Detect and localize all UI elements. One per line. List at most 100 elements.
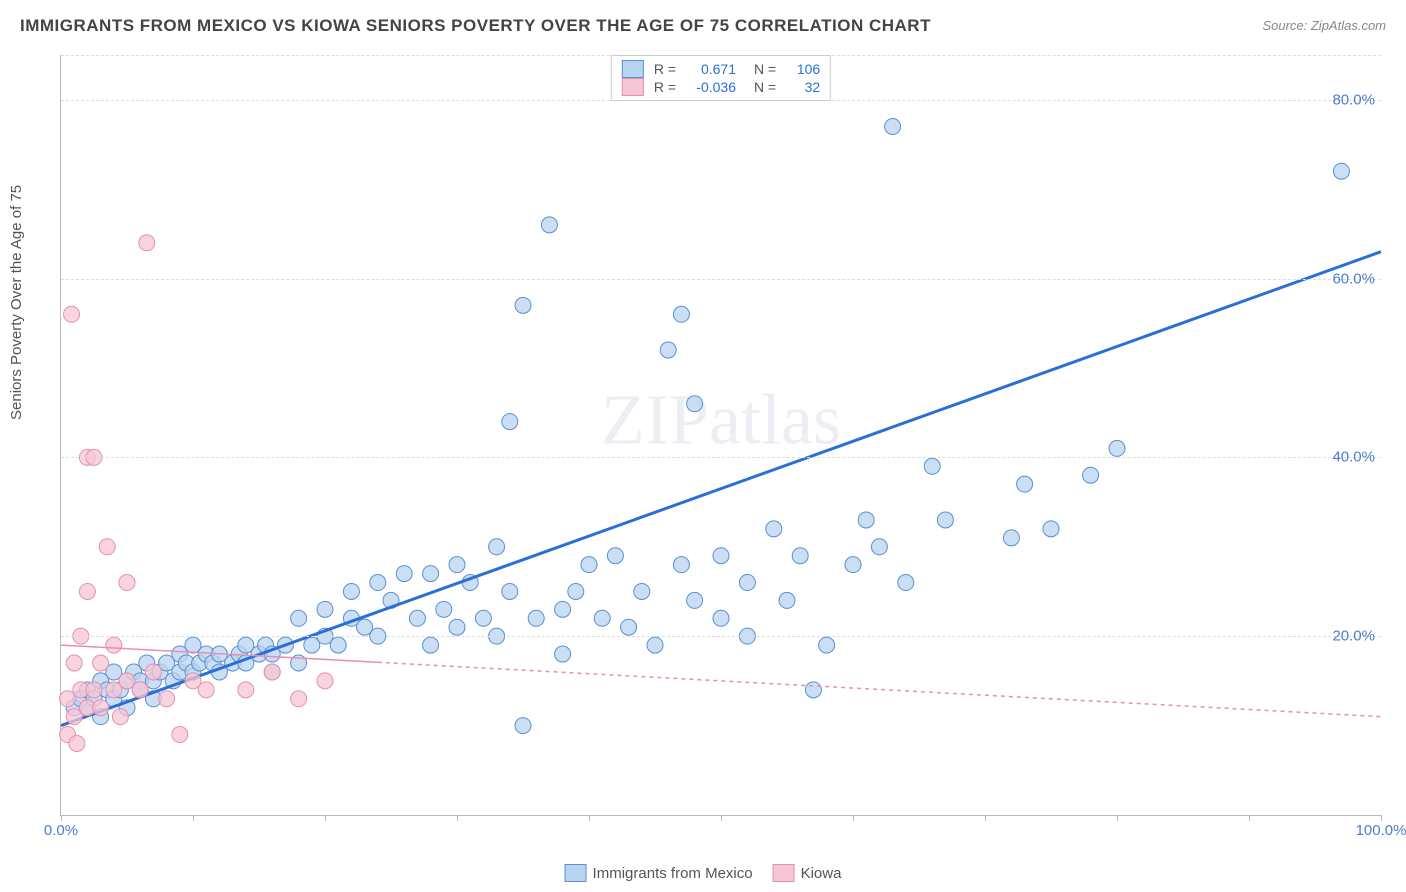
scatter-point bbox=[713, 548, 729, 564]
scatter-point bbox=[436, 601, 452, 617]
scatter-point bbox=[1083, 467, 1099, 483]
scatter-point bbox=[86, 682, 102, 698]
scatter-point bbox=[317, 673, 333, 689]
scatter-point bbox=[449, 557, 465, 573]
y-tick-label: 40.0% bbox=[1332, 449, 1375, 466]
scatter-point bbox=[541, 217, 557, 233]
legend-item: Immigrants from Mexico bbox=[565, 864, 753, 882]
scatter-point bbox=[594, 610, 610, 626]
scatter-point bbox=[79, 583, 95, 599]
scatter-point bbox=[370, 575, 386, 591]
scatter-point bbox=[819, 637, 835, 653]
legend-stats-row: R =0.671N =106 bbox=[622, 60, 820, 78]
regression-line bbox=[378, 662, 1381, 716]
legend-swatch bbox=[622, 60, 644, 78]
scatter-point bbox=[687, 396, 703, 412]
legend-item: Kiowa bbox=[773, 864, 842, 882]
x-tick-mark bbox=[61, 815, 62, 821]
scatter-point bbox=[502, 414, 518, 430]
scatter-point bbox=[713, 610, 729, 626]
legend-r-value: 0.671 bbox=[686, 61, 736, 77]
scatter-point bbox=[99, 539, 115, 555]
scatter-point bbox=[792, 548, 808, 564]
scatter-point bbox=[845, 557, 861, 573]
x-tick-mark bbox=[985, 815, 986, 821]
legend-label: Kiowa bbox=[801, 865, 842, 882]
scatter-point bbox=[621, 619, 637, 635]
scatter-point bbox=[291, 610, 307, 626]
x-tick-label: 0.0% bbox=[44, 822, 78, 839]
scatter-point bbox=[647, 637, 663, 653]
scatter-point bbox=[739, 575, 755, 591]
x-tick-mark bbox=[853, 815, 854, 821]
scatter-point bbox=[145, 664, 161, 680]
scatter-point bbox=[687, 592, 703, 608]
scatter-point bbox=[93, 655, 109, 671]
scatter-point bbox=[779, 592, 795, 608]
scatter-point bbox=[937, 512, 953, 528]
legend-r-value: -0.036 bbox=[686, 79, 736, 95]
scatter-point bbox=[291, 691, 307, 707]
chart-title: IMMIGRANTS FROM MEXICO VS KIOWA SENIORS … bbox=[20, 16, 931, 36]
scatter-point bbox=[1003, 530, 1019, 546]
gridline-h bbox=[61, 636, 1381, 637]
gridline-h bbox=[61, 457, 1381, 458]
regression-line bbox=[61, 252, 1381, 726]
x-tick-mark bbox=[1117, 815, 1118, 821]
legend-label: Immigrants from Mexico bbox=[593, 865, 753, 882]
scatter-point bbox=[568, 583, 584, 599]
scatter-point bbox=[396, 566, 412, 582]
y-axis-label: Seniors Poverty Over the Age of 75 bbox=[8, 185, 25, 420]
y-tick-label: 20.0% bbox=[1332, 628, 1375, 645]
scatter-point bbox=[106, 637, 122, 653]
scatter-point bbox=[330, 637, 346, 653]
scatter-point bbox=[139, 235, 155, 251]
legend-n-value: 106 bbox=[786, 61, 820, 77]
scatter-point bbox=[924, 458, 940, 474]
scatter-point bbox=[555, 646, 571, 662]
scatter-point bbox=[1043, 521, 1059, 537]
scatter-point bbox=[1333, 163, 1349, 179]
scatter-point bbox=[93, 700, 109, 716]
legend-swatch bbox=[565, 864, 587, 882]
scatter-point bbox=[858, 512, 874, 528]
legend-n-label: N = bbox=[754, 79, 776, 95]
scatter-point bbox=[898, 575, 914, 591]
scatter-point bbox=[159, 691, 175, 707]
scatter-point bbox=[581, 557, 597, 573]
legend-stats: R = 0.671 N = 106R = -0.036 N = 32 bbox=[611, 55, 831, 101]
legend-r-label: R = bbox=[654, 61, 676, 77]
legend-swatch bbox=[773, 864, 795, 882]
legend-n-value: 32 bbox=[786, 79, 820, 95]
scatter-point bbox=[112, 709, 128, 725]
y-tick-label: 60.0% bbox=[1332, 270, 1375, 287]
legend-r-label: R = bbox=[654, 79, 676, 95]
scatter-point bbox=[119, 575, 135, 591]
scatter-point bbox=[69, 735, 85, 751]
x-tick-mark bbox=[589, 815, 590, 821]
scatter-point bbox=[607, 548, 623, 564]
scatter-point bbox=[1109, 440, 1125, 456]
scatter-point bbox=[238, 682, 254, 698]
scatter-point bbox=[132, 682, 148, 698]
scatter-point bbox=[673, 306, 689, 322]
scatter-point bbox=[634, 583, 650, 599]
scatter-point bbox=[885, 119, 901, 135]
legend-stats-row: R = -0.036 N = 32 bbox=[622, 78, 820, 96]
legend-swatch bbox=[622, 78, 644, 96]
x-tick-label: 100.0% bbox=[1356, 822, 1406, 839]
scatter-point bbox=[805, 682, 821, 698]
scatter-point bbox=[502, 583, 518, 599]
x-tick-mark bbox=[325, 815, 326, 821]
gridline-h bbox=[61, 279, 1381, 280]
scatter-point bbox=[673, 557, 689, 573]
scatter-point bbox=[515, 718, 531, 734]
scatter-point bbox=[172, 727, 188, 743]
scatter-point bbox=[343, 583, 359, 599]
scatter-point bbox=[555, 601, 571, 617]
scatter-point bbox=[449, 619, 465, 635]
scatter-point bbox=[423, 566, 439, 582]
scatter-point bbox=[660, 342, 676, 358]
x-tick-mark bbox=[193, 815, 194, 821]
scatter-point bbox=[515, 297, 531, 313]
